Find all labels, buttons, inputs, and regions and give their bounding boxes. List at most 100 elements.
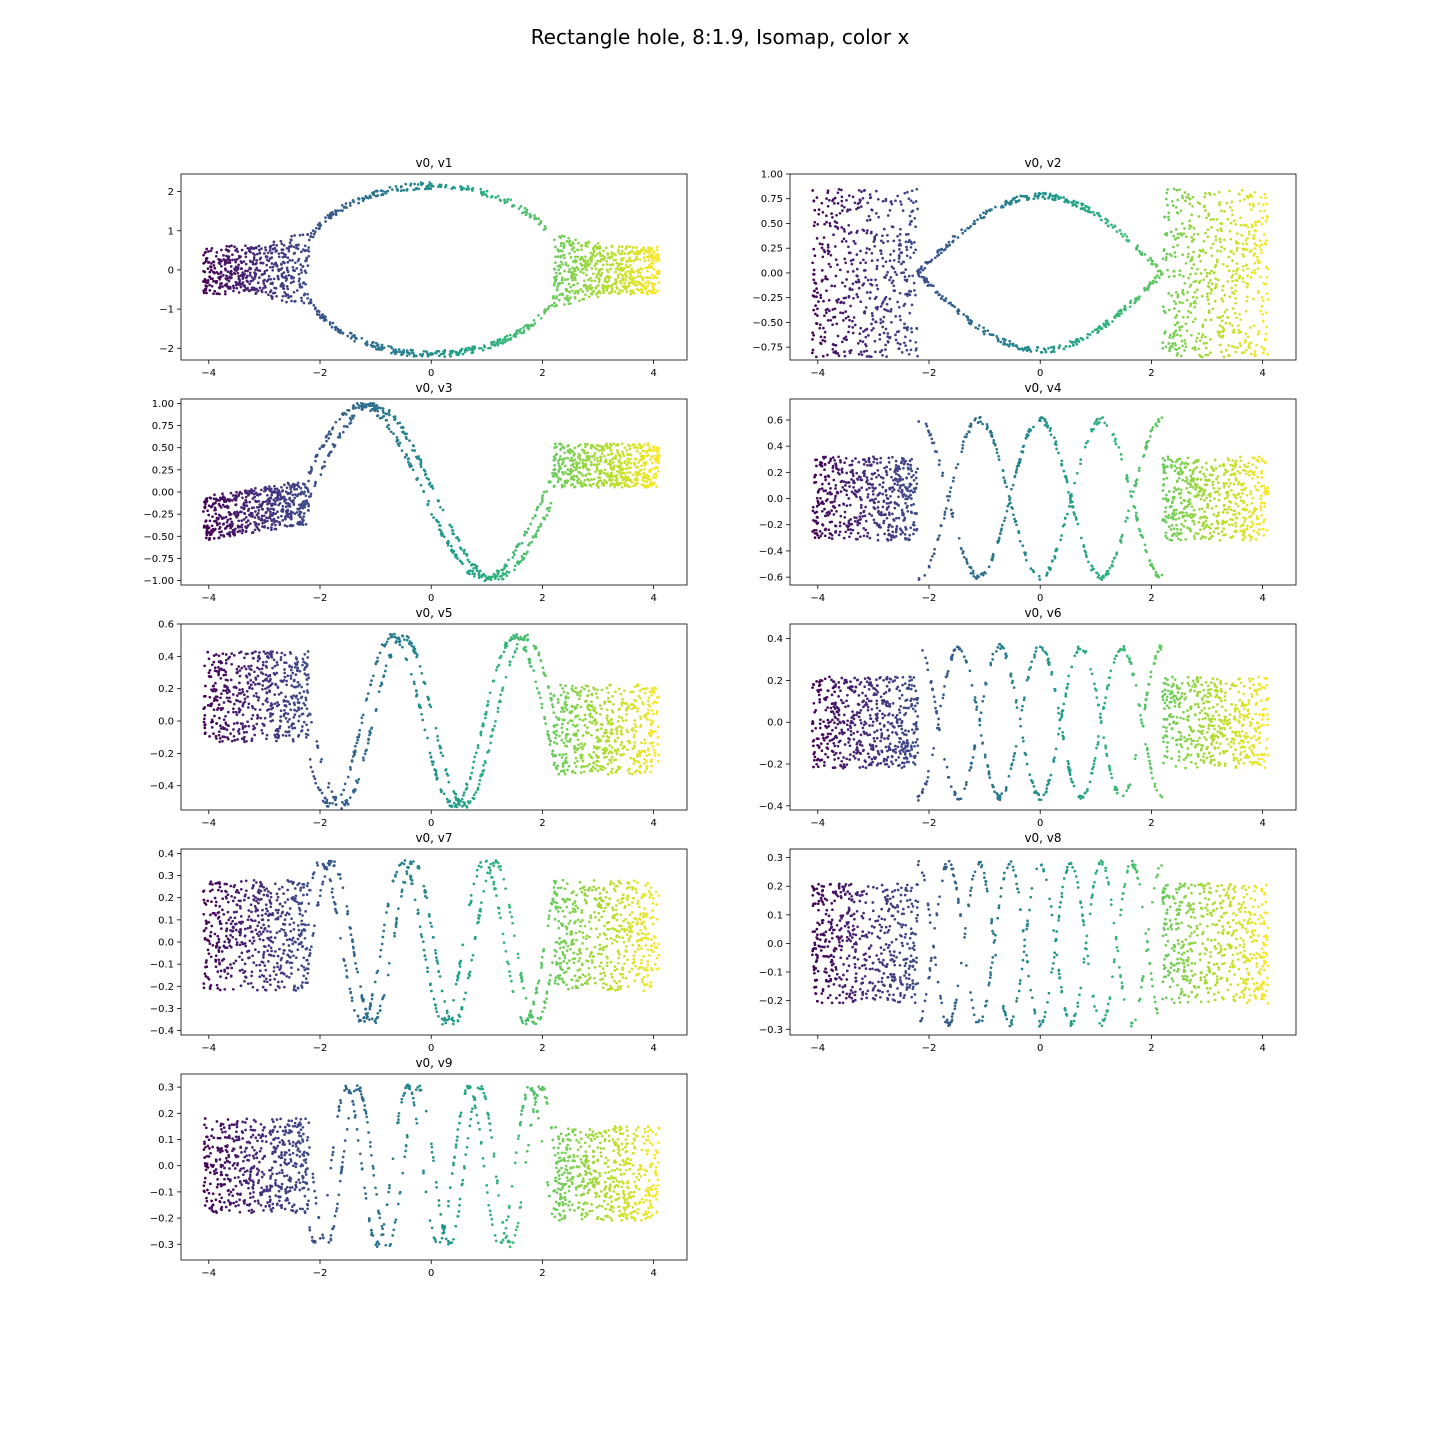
- scatter-point: [552, 283, 556, 287]
- scatter-point: [1205, 271, 1209, 275]
- scatter-point: [833, 458, 836, 462]
- scatter-point: [554, 261, 557, 265]
- scatter-point: [1217, 498, 1221, 502]
- scatter-point: [324, 318, 328, 322]
- scatter-point: [824, 275, 827, 278]
- scatter-point: [417, 187, 421, 191]
- scatter-point: [273, 291, 277, 295]
- scatter-point: [1047, 196, 1050, 200]
- scatter-point: [462, 552, 466, 555]
- scatter-point: [908, 293, 912, 297]
- scatter-point: [1138, 295, 1141, 298]
- scatter-point: [1241, 247, 1245, 251]
- scatter-point: [885, 302, 889, 306]
- scatter-point: [204, 502, 207, 506]
- scatter-point: [278, 520, 281, 524]
- scatter-point: [304, 282, 307, 286]
- scatter-point: [1224, 348, 1228, 352]
- scatter-point: [823, 222, 826, 226]
- scatter-point: [1032, 197, 1036, 201]
- scatter-point: [1264, 282, 1268, 286]
- scatter-point: [466, 348, 469, 352]
- scatter-point: [271, 247, 275, 251]
- scatter-point: [1182, 293, 1185, 296]
- scatter-point: [879, 475, 883, 479]
- scatter-point: [1188, 498, 1191, 501]
- scatter-point: [850, 262, 854, 266]
- scatter-point: [1206, 292, 1209, 296]
- scatter-point: [282, 244, 286, 247]
- scatter-point: [379, 406, 383, 410]
- x-tick-label: 0: [428, 593, 434, 604]
- scatter-point: [1004, 338, 1007, 342]
- scatter-point: [581, 458, 585, 462]
- scatter-point: [1262, 347, 1266, 350]
- scatter-point: [255, 291, 258, 294]
- scatter-point: [1037, 191, 1041, 195]
- x-tick-label: 4: [650, 593, 656, 604]
- scatter-point: [234, 265, 238, 269]
- scatter-point: [522, 552, 526, 556]
- scatter-point: [657, 259, 661, 262]
- scatter-point: [244, 262, 248, 266]
- subplot-3: v0, v3−4 −2 0 2 4−1.00−0.75−0.50−0.250.000.2…: [143, 381, 688, 604]
- scatter-point: [631, 277, 635, 280]
- scatter-point: [287, 295, 291, 299]
- scatter-point: [831, 216, 834, 219]
- scatter-point: [314, 454, 318, 457]
- scatter-point: [1252, 236, 1255, 240]
- scatter-point: [558, 235, 561, 238]
- scatter-point: [537, 314, 540, 317]
- scatter-point: [1173, 255, 1177, 259]
- scatter-point: [385, 425, 389, 429]
- scatter-point: [1064, 345, 1068, 348]
- scatter-point: [505, 200, 509, 203]
- scatter-point: [398, 350, 402, 354]
- scatter-point: [982, 330, 985, 333]
- scatter-point: [223, 292, 227, 296]
- scatter-point: [1231, 330, 1235, 334]
- scatter-point: [285, 486, 289, 490]
- scatter-point: [609, 452, 613, 456]
- scatter-point: [280, 508, 284, 511]
- scatter-point: [533, 216, 537, 220]
- scatter-point: [605, 259, 609, 263]
- scatter-point: [563, 278, 567, 282]
- scatter-point: [1124, 308, 1127, 312]
- scatter-point: [593, 452, 597, 455]
- scatter-point: [260, 517, 264, 520]
- scatter-point: [1232, 328, 1236, 332]
- scatter-point: [558, 466, 562, 470]
- scatter-point: [1203, 475, 1207, 478]
- scatter-point: [1249, 538, 1253, 542]
- scatter-point: [1027, 348, 1031, 352]
- scatter-point: [615, 261, 619, 265]
- scatter-point: [269, 265, 272, 269]
- scatter-point: [248, 274, 252, 277]
- scatter-point: [1241, 264, 1245, 268]
- scatter-point: [1245, 299, 1248, 303]
- scatter-point: [451, 529, 454, 533]
- scatter-point: [865, 327, 869, 331]
- scatter-point: [650, 461, 654, 465]
- scatter-point: [638, 258, 642, 262]
- scatter-point: [907, 274, 911, 278]
- scatter-point: [574, 278, 577, 282]
- scatter-point: [210, 247, 214, 250]
- scatter-point: [909, 220, 913, 224]
- scatter-point: [600, 271, 604, 275]
- scatter-point: [615, 473, 619, 477]
- scatter-point: [568, 451, 572, 455]
- scatter-point: [887, 456, 891, 460]
- scatter-point: [888, 278, 891, 282]
- scatter-point: [379, 189, 383, 193]
- scatter-point: [573, 485, 577, 489]
- scatter-point: [328, 321, 332, 324]
- scatter-point: [398, 421, 402, 425]
- scatter-point: [1247, 230, 1251, 233]
- scatter-point: [1164, 256, 1168, 259]
- scatter-point: [1209, 351, 1212, 355]
- scatter-point: [1262, 203, 1265, 207]
- scatter-point: [281, 294, 285, 298]
- scatter-point: [584, 459, 587, 462]
